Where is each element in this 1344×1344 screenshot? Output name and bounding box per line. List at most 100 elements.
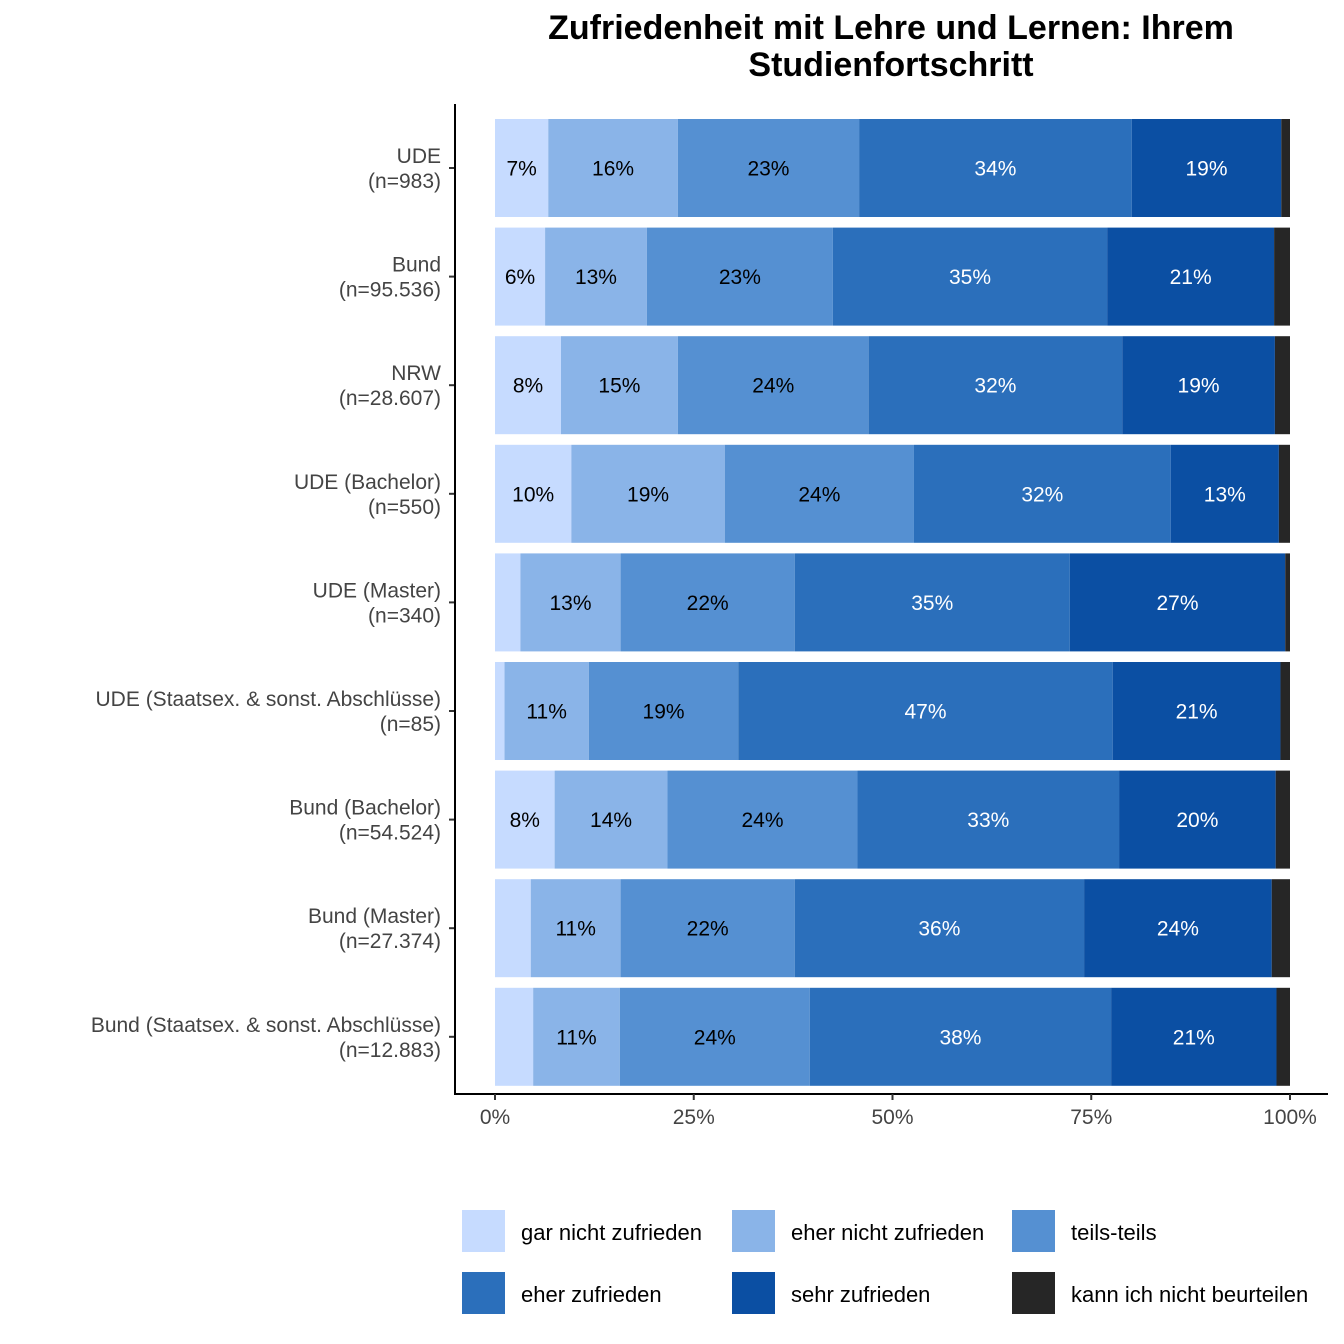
bar-segment <box>677 336 869 435</box>
bar-segment <box>1278 444 1290 543</box>
bar-segment <box>913 444 1171 543</box>
bar-segment <box>1119 770 1276 869</box>
y-tick-label: NRW <box>391 362 441 385</box>
bar-data-label: 11% <box>526 701 566 724</box>
bar-segment <box>1285 553 1290 652</box>
x-tick-label: 25% <box>673 1106 715 1129</box>
bar-segment <box>495 119 549 217</box>
legend-label: kann ich nicht beurteilen <box>1071 1282 1309 1307</box>
bar-segment <box>495 662 505 760</box>
bar-segment <box>545 227 647 326</box>
bar-data-label: 15% <box>598 375 640 398</box>
legend-swatch <box>1012 1272 1055 1314</box>
legend: gar nicht zufrieden eher nicht zufrieden t… <box>462 1210 1342 1320</box>
chart-title-line-2: Studienfortschritt <box>748 46 1034 84</box>
legend-label: gar nicht zufrieden <box>521 1220 702 1245</box>
bar-data-label: 33% <box>967 809 1009 832</box>
legend-swatch <box>462 1272 505 1314</box>
bar-data-label: 6% <box>505 266 535 289</box>
bar-segment <box>560 336 678 435</box>
y-tick-label: Bund (Staatsex. & sonst. Abschlüsse) <box>91 1014 441 1037</box>
bar-data-label: 19% <box>1178 375 1220 398</box>
bar-segment <box>495 770 555 869</box>
bar-segment <box>1122 336 1275 435</box>
y-axis: UDE(n=983) Bund(n=95.536) NRW(n=28.607) UDE… <box>91 104 456 1095</box>
legend-label: eher zufrieden <box>521 1282 662 1307</box>
bar-segment <box>1131 119 1282 217</box>
y-tick-label: Bund (Master) <box>308 905 441 928</box>
bar-segment <box>1274 227 1290 326</box>
bar-segment <box>1271 879 1290 978</box>
bar-segment <box>859 119 1132 217</box>
bar-segment <box>1276 987 1290 1086</box>
bar-segment <box>868 336 1123 435</box>
bar-segment <box>1069 553 1286 652</box>
bar-segment <box>495 879 531 978</box>
x-tick-label: 50% <box>871 1106 913 1129</box>
legend-swatch <box>1012 1210 1055 1252</box>
bar-segment <box>1281 119 1290 217</box>
bar-data-label: 32% <box>974 375 1016 398</box>
x-tick-label: 75% <box>1070 1106 1112 1129</box>
bar-data-label: 22% <box>687 592 729 615</box>
y-tick-label-n: (n=54.524) <box>339 822 441 845</box>
bar-data-label: 13% <box>1204 483 1246 506</box>
bar-data-label: 19% <box>643 701 685 724</box>
legend-label: eher nicht zufrieden <box>791 1220 985 1245</box>
bar-segment <box>548 119 678 217</box>
bar-segment <box>1111 987 1277 1086</box>
bar-data-label: 21% <box>1173 1026 1215 1049</box>
bar-data-label: 35% <box>911 592 953 615</box>
y-tick-label-n: (n=12.883) <box>339 1039 441 1062</box>
bar-data-label: 19% <box>627 483 669 506</box>
bar-data-label: 11% <box>556 1026 596 1049</box>
bar-data-label: 27% <box>1156 592 1198 615</box>
bar-segment <box>619 987 810 1086</box>
bar-data-label: 10% <box>512 483 554 506</box>
legend-swatch <box>732 1272 775 1314</box>
bar-data-label: 8% <box>510 809 540 832</box>
bar-data-label: 11% <box>555 918 595 941</box>
bar-segment <box>495 553 521 652</box>
bar-layer: 7% 16% 23% 34% 19% 6% 13% 23% 35% 21% 8% 15% 24% 32% 1… <box>495 119 1290 1086</box>
legend-swatch <box>732 1210 775 1252</box>
bar-segment <box>677 119 860 217</box>
bar-segment <box>620 553 795 652</box>
y-tick-label: UDE <box>397 145 441 168</box>
bar-data-label: 36% <box>918 918 960 941</box>
y-tick-label: UDE (Master) <box>313 579 441 602</box>
bar-data-label: 22% <box>687 918 729 941</box>
x-tick-label: 100% <box>1263 1106 1317 1129</box>
bar-segment <box>1170 444 1279 543</box>
bar-data-label: 23% <box>747 158 789 181</box>
y-tick-label-n: (n=95.536) <box>339 279 441 302</box>
bar-segment <box>620 879 795 978</box>
x-axis: 0% 25% 50% 75% 100% <box>455 1093 1328 1129</box>
chart-title-line-1: Zufriedenheit mit Lehre und Lernen: Ihre… <box>548 9 1234 47</box>
legend-swatch <box>462 1210 505 1252</box>
y-tick-label-n: (n=340) <box>368 604 441 627</box>
bar-segment <box>1084 879 1272 978</box>
y-tick-label-n: (n=27.374) <box>339 930 441 953</box>
bar-segment <box>571 444 725 543</box>
bar-data-label: 13% <box>575 266 617 289</box>
bar-data-label: 47% <box>904 701 946 724</box>
bar-segment <box>495 336 561 435</box>
bar-segment <box>533 987 620 1086</box>
bar-segment <box>832 227 1108 326</box>
bar-data-label: 21% <box>1170 266 1212 289</box>
legend-label: teils-teils <box>1071 1220 1157 1245</box>
bar-segment <box>504 662 589 760</box>
bar-segment <box>857 770 1120 869</box>
y-tick-label-n: (n=85) <box>380 713 441 736</box>
bar-data-label: 24% <box>752 375 794 398</box>
bar-data-label: 32% <box>1021 483 1063 506</box>
y-tick-label: Bund <box>392 254 441 277</box>
bar-segment <box>1112 662 1281 760</box>
y-tick-label: UDE (Staatsex. & sonst. Abschlüsse) <box>96 688 441 711</box>
bar-segment <box>530 879 621 978</box>
bar-data-label: 23% <box>719 266 761 289</box>
bar-data-label: 24% <box>798 483 840 506</box>
bar-data-label: 24% <box>1157 918 1199 941</box>
bar-data-label: 38% <box>939 1026 981 1049</box>
